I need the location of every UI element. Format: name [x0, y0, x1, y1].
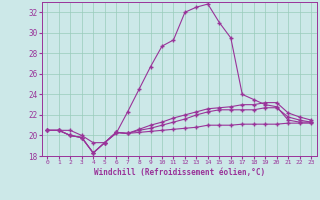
X-axis label: Windchill (Refroidissement éolien,°C): Windchill (Refroidissement éolien,°C) [94, 168, 265, 177]
